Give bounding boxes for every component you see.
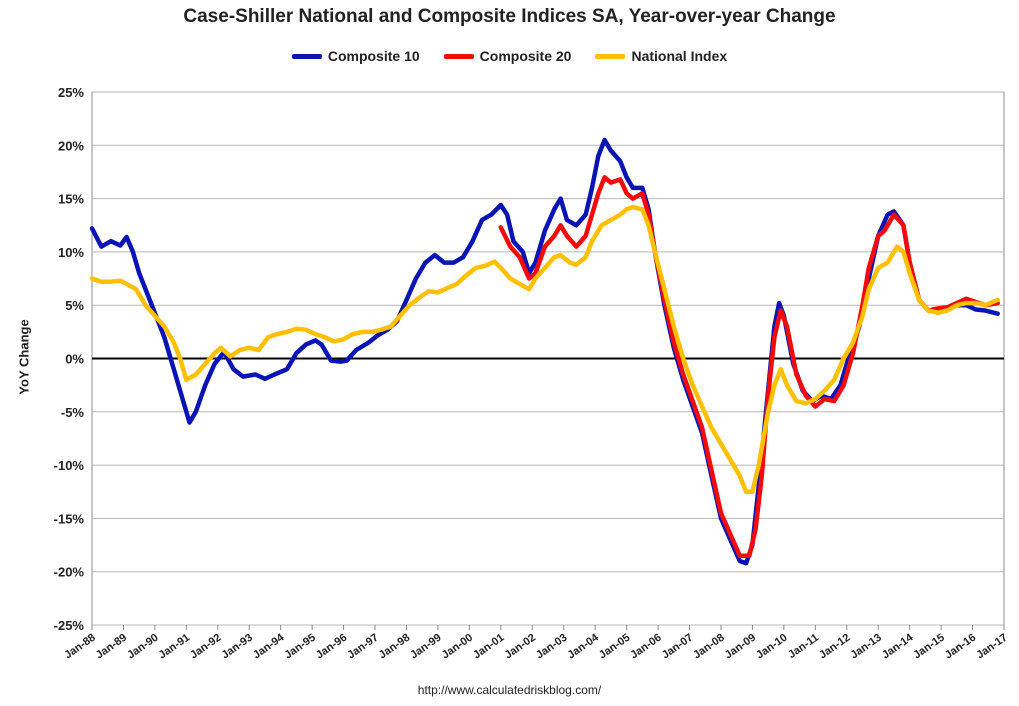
x-tick-label: Jan-02 <box>503 632 538 662</box>
x-tick-label: Jan-88 <box>62 632 97 662</box>
series-line-composite-10 <box>89 137 1000 566</box>
source-url: http://www.calculatedriskblog.com/ <box>417 683 602 697</box>
x-tick-label: Jan-12 <box>817 632 852 662</box>
legend-item-composite-10: Composite 10 <box>291 48 420 64</box>
x-tick-label: Jan-90 <box>125 632 160 662</box>
legend-item-composite-20: Composite 20 <box>443 48 572 64</box>
legend-label-national-index: National Index <box>631 48 728 64</box>
legend-swatch-composite-20 <box>443 53 474 59</box>
y-tick-label: -10% <box>54 458 85 473</box>
x-tick-label: Jan-98 <box>377 632 412 662</box>
x-tick-label: Jan-05 <box>597 632 632 662</box>
x-tick-label: Jan-01 <box>471 632 506 662</box>
x-tick-label: Jan-96 <box>314 632 349 662</box>
x-tick-label: Jan-95 <box>282 632 317 662</box>
legend-label-composite-20: Composite 20 <box>479 48 572 64</box>
y-tick-label: 10% <box>58 245 84 260</box>
x-tick-label: Jan-16 <box>943 632 978 662</box>
chart-title: Case-Shiller National and Composite Indi… <box>183 6 836 27</box>
x-tick-label: Jan-94 <box>251 631 287 661</box>
x-tick-label: Jan-00 <box>440 632 475 662</box>
y-tick-label: -20% <box>54 565 85 580</box>
x-tick-label: Jan-14 <box>880 631 916 661</box>
x-tick-label: Jan-93 <box>220 632 255 662</box>
y-tick-label: 0% <box>65 352 84 367</box>
x-tick-label: Jan-91 <box>157 632 192 662</box>
y-tick-label: 25% <box>58 85 84 100</box>
x-tick-label: Jan-15 <box>911 632 946 662</box>
legend-label-composite-10: Composite 10 <box>327 48 420 64</box>
x-tick-label: Jan-08 <box>691 632 726 662</box>
x-tick-label: Jan-17 <box>974 632 1009 662</box>
y-tick-label: 15% <box>58 192 84 207</box>
legend: Composite 10 Composite 20 National Index <box>0 48 1019 64</box>
x-tick-label: Jan-04 <box>565 631 601 661</box>
series-line-national-index <box>89 204 1000 495</box>
legend-swatch-national-index <box>595 53 626 59</box>
y-tick-label: -5% <box>61 405 85 420</box>
y-tick-label: -15% <box>54 511 85 526</box>
x-tick-label: Jan-07 <box>660 632 695 662</box>
x-tick-label: Jan-09 <box>723 632 758 662</box>
legend-item-national-index: National Index <box>595 48 727 64</box>
x-tick-label: Jan-13 <box>848 632 883 662</box>
x-tick-label: Jan-03 <box>534 632 569 662</box>
x-tick-label: Jan-10 <box>754 632 789 662</box>
x-tick-label: Jan-99 <box>408 632 443 662</box>
series-line-composite-20 <box>498 175 1000 558</box>
x-tick-label: Jan-97 <box>345 632 380 662</box>
x-tick-label: Jan-06 <box>628 632 663 662</box>
y-tick-label: 20% <box>58 138 84 153</box>
y-tick-label: -25% <box>54 618 85 633</box>
x-tick-label: Jan-89 <box>94 632 129 662</box>
legend-swatch-composite-10 <box>291 53 322 59</box>
x-tick-label: Jan-92 <box>188 632 223 662</box>
x-tick-label: Jan-11 <box>786 632 821 661</box>
y-tick-label: 5% <box>65 298 84 313</box>
